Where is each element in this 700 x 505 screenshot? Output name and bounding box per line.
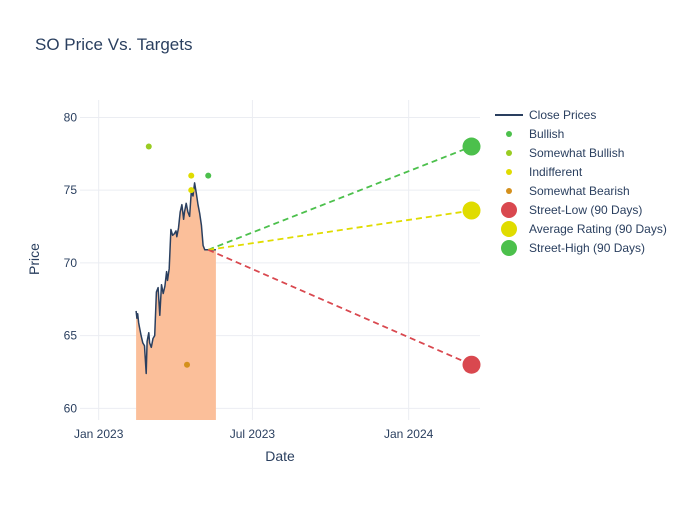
x-tick-label: Jan 2024: [384, 427, 434, 441]
legend-item[interactable]: Somewhat Bullish: [506, 146, 624, 160]
legend[interactable]: Close Prices Bullish Somewhat Bullish Indif…: [495, 108, 667, 256]
legend-item[interactable]: Bullish: [506, 127, 564, 141]
target-lines: [207, 137, 481, 374]
legend-label: Close Prices: [529, 108, 596, 122]
legend-marker-swatch: [501, 221, 517, 237]
legend-label: Somewhat Bullish: [529, 146, 624, 160]
rating-points: [145, 143, 212, 368]
legend-item[interactable]: Average Rating (90 Days): [501, 221, 667, 237]
close-area: [136, 182, 216, 420]
street-low-marker: [462, 355, 481, 374]
somewhat-bullish-point: [145, 143, 152, 150]
legend-label: Street-Low (90 Days): [529, 203, 642, 217]
close-price-area: [136, 182, 216, 420]
legend-dot-swatch: [506, 150, 512, 156]
y-tick-label: 80: [64, 110, 78, 124]
legend-dot-swatch: [506, 169, 512, 175]
close-price-line: [135, 182, 216, 375]
legend-item[interactable]: Somewhat Bearish: [506, 184, 630, 198]
grid: [80, 100, 480, 420]
average-rating-marker: [462, 201, 481, 220]
street-low-target-line: [207, 248, 472, 366]
close-line-layer: [135, 182, 216, 375]
legend-item[interactable]: Street-Low (90 Days): [501, 202, 642, 218]
street-high-marker: [462, 137, 481, 156]
indifferent-point: [188, 187, 195, 194]
x-axis-label: Date: [265, 448, 295, 464]
legend-item[interactable]: Close Prices: [495, 108, 596, 122]
legend-label: Bullish: [529, 127, 564, 141]
bullish-point: [205, 172, 212, 179]
legend-item[interactable]: Street-High (90 Days): [501, 240, 645, 256]
legend-label: Somewhat Bearish: [529, 184, 630, 198]
legend-label: Average Rating (90 Days): [529, 222, 667, 236]
legend-dot-swatch: [506, 188, 512, 194]
x-tick-label: Jul 2023: [230, 427, 276, 441]
legend-label: Indifferent: [529, 165, 583, 179]
somewhat-bearish-point: [184, 361, 191, 368]
indifferent-point: [188, 172, 195, 179]
legend-label: Street-High (90 Days): [529, 241, 645, 255]
y-tick-label: 65: [64, 329, 78, 343]
y-axis-label: Price: [26, 243, 42, 275]
average-rating-target-line: [208, 209, 472, 251]
legend-item[interactable]: Indifferent: [506, 165, 583, 179]
legend-dot-swatch: [506, 131, 512, 137]
chart-title: SO Price Vs. Targets: [35, 35, 192, 54]
y-tick-label: 75: [64, 183, 78, 197]
y-tick-label: 60: [64, 401, 78, 415]
axes: 60 65 70 75 80 Jan 2023 Jul 2023 Jan 2024: [64, 110, 434, 441]
y-tick-label: 70: [64, 256, 78, 270]
x-tick-label: Jan 2023: [74, 427, 124, 441]
street-high-target-line: [207, 145, 472, 251]
legend-marker-swatch: [501, 202, 517, 218]
legend-marker-swatch: [501, 240, 517, 256]
